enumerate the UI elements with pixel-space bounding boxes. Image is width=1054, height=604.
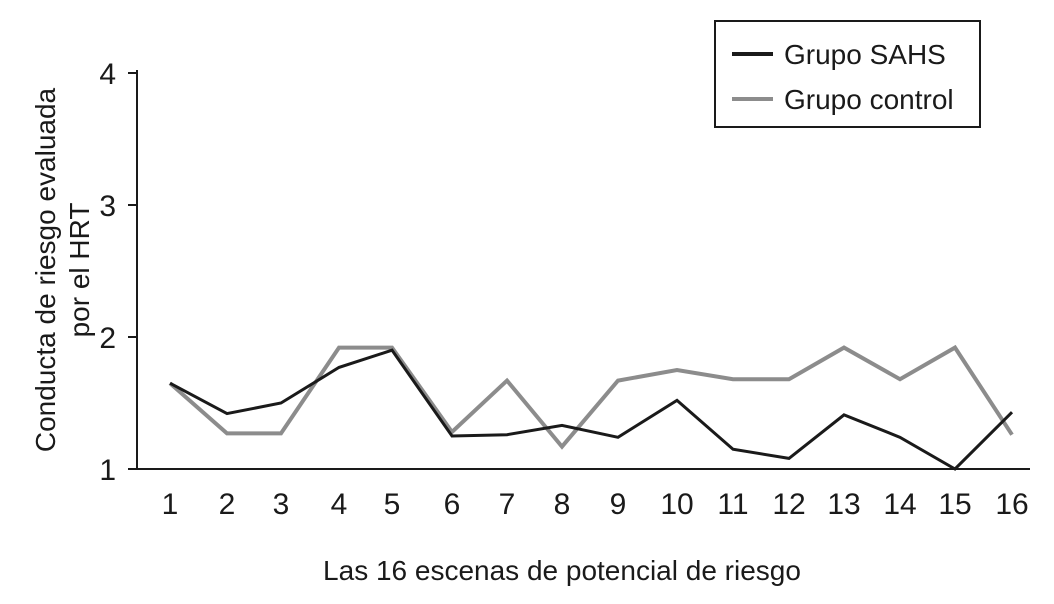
x-tick-label: 9 xyxy=(610,488,627,521)
x-axis-ticks: 1 2 3 4 5 6 7 8 9 10 11 12 13 14 15 16 xyxy=(162,488,1029,521)
legend-label-sahs: Grupo SAHS xyxy=(784,39,946,70)
y-tick-label: 4 xyxy=(99,58,116,91)
y-axis-title-line-2: por el HRT xyxy=(64,203,95,338)
series-layer xyxy=(168,344,1014,471)
y-axis: 4 3 2 1 xyxy=(99,58,138,487)
x-axis-title: Las 16 escenas de potencial de riesgo xyxy=(323,555,801,586)
x-tick-label: 5 xyxy=(384,488,401,521)
y-tick-label: 3 xyxy=(99,190,116,223)
x-tick-label: 6 xyxy=(444,488,461,521)
x-tick-label: 13 xyxy=(827,488,860,521)
x-tick-label: 7 xyxy=(499,488,516,521)
series-line-sahs xyxy=(169,348,1014,471)
legend-box xyxy=(714,20,981,128)
x-tick-label: 2 xyxy=(219,488,236,521)
y-axis-title: Conducta de riesgo evaluada por el HRT xyxy=(30,87,95,452)
x-tick-label: 1 xyxy=(162,488,179,521)
series-line-control xyxy=(168,344,1014,450)
y-tick-label: 2 xyxy=(99,322,116,355)
y-axis-title-line-1: Conducta de riesgo evaluada xyxy=(30,87,61,452)
x-tick-label: 12 xyxy=(772,488,805,521)
x-tick-label: 15 xyxy=(938,488,971,521)
x-tick-label: 3 xyxy=(273,488,290,521)
y-tick-label: 1 xyxy=(99,454,116,487)
x-tick-label: 4 xyxy=(331,488,348,521)
x-tick-label: 10 xyxy=(660,488,693,521)
legend-label-control: Grupo control xyxy=(784,84,954,115)
x-tick-label: 14 xyxy=(883,488,916,521)
x-tick-label: 16 xyxy=(995,488,1028,521)
x-tick-label: 8 xyxy=(554,488,571,521)
x-tick-label: 11 xyxy=(717,488,748,521)
legend: Grupo SAHS Grupo control xyxy=(714,20,981,128)
